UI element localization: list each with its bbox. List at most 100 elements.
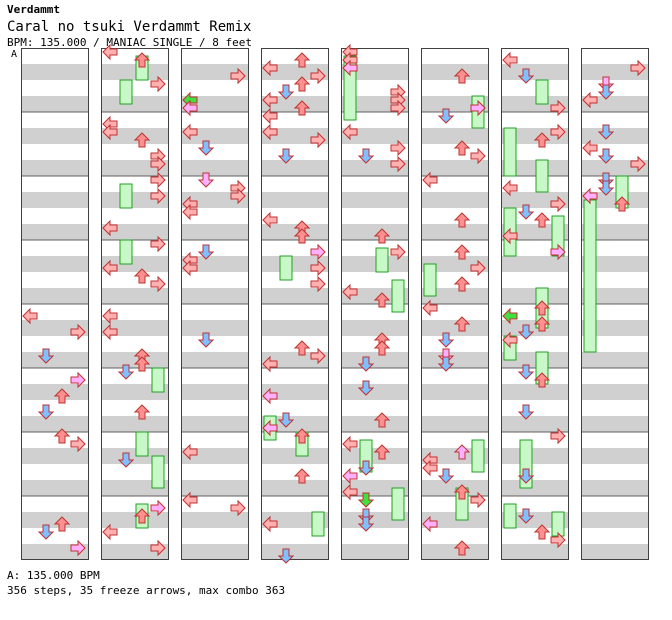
- freeze-arrow: [135, 431, 149, 457]
- freeze-arrow: [151, 367, 165, 393]
- beat-stripe: [581, 512, 649, 528]
- beat-stripe: [261, 160, 329, 176]
- beat-stripe: [501, 352, 569, 368]
- beat-stripe: [181, 384, 249, 400]
- freeze-arrow: [279, 255, 293, 281]
- beat-stripe: [21, 512, 89, 528]
- beat-stripe: [421, 160, 489, 176]
- beat-stripe: [341, 352, 409, 368]
- beat-stripe: [501, 288, 569, 304]
- freeze-arrow: [391, 279, 405, 313]
- chart-info: BPM: 135.000 / MANIAC SINGLE / 8 feet: [7, 36, 253, 49]
- beat-stripe: [261, 192, 329, 208]
- beat-stripe: [421, 384, 489, 400]
- beat-stripe: [21, 96, 89, 112]
- beat-stripe: [21, 128, 89, 144]
- column-border: [581, 48, 649, 560]
- beat-stripe: [581, 192, 649, 208]
- beat-stripe: [261, 288, 329, 304]
- beat-stripe: [421, 128, 489, 144]
- beat-stripe: [101, 416, 169, 432]
- beat-stripe: [421, 320, 489, 336]
- beat-stripe: [181, 480, 249, 496]
- beat-stripe: [101, 320, 169, 336]
- column-border: [421, 48, 489, 560]
- beat-stripe: [181, 160, 249, 176]
- beat-stripe: [21, 256, 89, 272]
- column-border: [501, 48, 569, 560]
- beat-stripe: [421, 64, 489, 80]
- beat-stripe: [181, 288, 249, 304]
- freeze-arrow: [503, 127, 517, 177]
- beat-stripe: [181, 448, 249, 464]
- beat-stripe: [581, 256, 649, 272]
- beat-stripe: [21, 416, 89, 432]
- beat-stripe: [501, 416, 569, 432]
- beat-stripe: [421, 352, 489, 368]
- freeze-arrow: [583, 199, 597, 353]
- beat-stripe: [341, 192, 409, 208]
- beat-stripe: [21, 480, 89, 496]
- beat-stripe: [341, 448, 409, 464]
- beat-stripe: [181, 96, 249, 112]
- column-border: [101, 48, 169, 560]
- beat-stripe: [341, 320, 409, 336]
- beat-stripe: [581, 320, 649, 336]
- beat-stripe: [181, 544, 249, 560]
- beat-stripe: [581, 384, 649, 400]
- beat-stripe: [581, 96, 649, 112]
- beat-stripe: [501, 384, 569, 400]
- beat-stripe: [581, 352, 649, 368]
- beat-stripe: [21, 352, 89, 368]
- beat-stripe: [581, 288, 649, 304]
- beat-stripe: [181, 416, 249, 432]
- beat-stripe: [421, 288, 489, 304]
- beat-stripe: [21, 224, 89, 240]
- beat-stripe: [581, 128, 649, 144]
- beat-stripe: [261, 544, 329, 560]
- beat-stripe: [181, 128, 249, 144]
- beat-stripe: [101, 128, 169, 144]
- beat-stripe: [21, 160, 89, 176]
- beat-stripe: [501, 544, 569, 560]
- freeze-arrow: [119, 239, 133, 265]
- beat-stripe: [101, 224, 169, 240]
- beat-stripe: [341, 416, 409, 432]
- beat-stripe: [101, 96, 169, 112]
- beat-stripe: [21, 448, 89, 464]
- beat-stripe: [181, 352, 249, 368]
- beat-stripe: [421, 192, 489, 208]
- beat-stripe: [181, 320, 249, 336]
- stats-footer: 356 steps, 35 freeze arrows, max combo 3…: [7, 584, 286, 597]
- beat-stripe: [501, 160, 569, 176]
- column-border: [181, 48, 249, 560]
- freeze-arrow: [423, 263, 437, 297]
- beat-stripe: [341, 128, 409, 144]
- beat-stripe: [421, 224, 489, 240]
- beat-stripe: [421, 480, 489, 496]
- beat-stripe: [581, 480, 649, 496]
- bpm-footer: A: 135.000 BPM: [7, 569, 100, 582]
- artist-name: Verdammt: [7, 3, 60, 16]
- beat-stripe: [581, 416, 649, 432]
- freeze-arrow: [119, 183, 133, 209]
- beat-stripe: [21, 288, 89, 304]
- beat-stripe: [341, 544, 409, 560]
- beat-stripe: [581, 224, 649, 240]
- beat-stripe: [181, 512, 249, 528]
- beat-stripe: [501, 320, 569, 336]
- beat-stripe: [341, 64, 409, 80]
- beat-stripe: [421, 544, 489, 560]
- beat-stripe: [581, 544, 649, 560]
- beat-stripe: [341, 224, 409, 240]
- beat-stripe: [101, 288, 169, 304]
- song-title: Caral no tsuki Verdammt Remix: [7, 19, 252, 35]
- beat-stripe: [341, 256, 409, 272]
- column-border: [341, 48, 409, 560]
- beat-stripe: [261, 480, 329, 496]
- beat-stripe: [261, 96, 329, 112]
- beat-stripe: [421, 416, 489, 432]
- beat-stripe: [181, 224, 249, 240]
- beat-stripe: [101, 512, 169, 528]
